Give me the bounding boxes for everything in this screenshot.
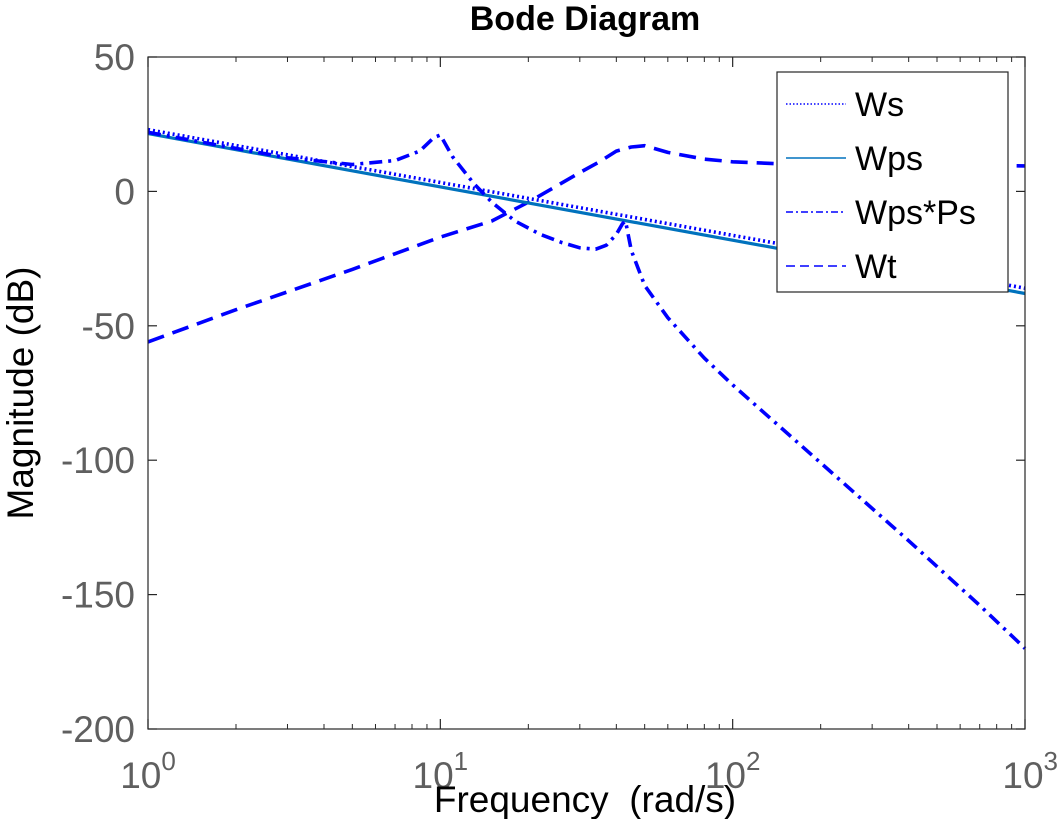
x-tick-exponent: 0 (161, 746, 175, 776)
y-tick-label: -100 (61, 440, 135, 481)
x-tick-base: 10 (413, 755, 454, 796)
legend-box (776, 71, 1009, 293)
x-axis: 100 101 102 103 (120, 57, 1058, 796)
y-tick-label: -150 (61, 575, 135, 616)
y-tick-label: 50 (94, 37, 135, 78)
x-tick-label: 102 (705, 746, 761, 796)
y-tick-label: -200 (61, 709, 135, 750)
x-tick-exponent: 1 (454, 746, 468, 776)
series-line-wt (147, 143, 1026, 344)
legend-label: Wps*Ps (855, 194, 976, 232)
legend-label: Wps (855, 140, 923, 178)
x-tick-base: 10 (1002, 755, 1043, 796)
series-line-wps-ps (147, 130, 1027, 650)
x-axis-label: Frequency (rad/s) (434, 779, 736, 819)
x-tick-exponent: 2 (746, 746, 760, 776)
legend-label: Ws (855, 86, 904, 124)
x-tick-label: 100 (120, 746, 176, 796)
x-tick-exponent: 3 (1044, 746, 1058, 776)
x-tick-base: 10 (120, 755, 161, 796)
series-line-ws (147, 127, 1026, 290)
y-tick-label: 0 (114, 171, 135, 212)
legend: Ws Wps Wps*Ps Wt (776, 71, 1009, 293)
y-axis-label: Magnitude (dB) (0, 267, 41, 520)
y-axis: 50 0 -50 -100 -150 -200 (61, 37, 1025, 750)
legend-label: Wt (855, 248, 897, 286)
axes-box (147, 56, 1026, 730)
y-tick-label: -50 (82, 306, 135, 347)
x-tick-base: 10 (705, 755, 746, 796)
chart-title: Bode Diagram (470, 0, 701, 38)
x-tick-label: 103 (1002, 746, 1058, 796)
x-tick-label: 101 (413, 746, 469, 796)
